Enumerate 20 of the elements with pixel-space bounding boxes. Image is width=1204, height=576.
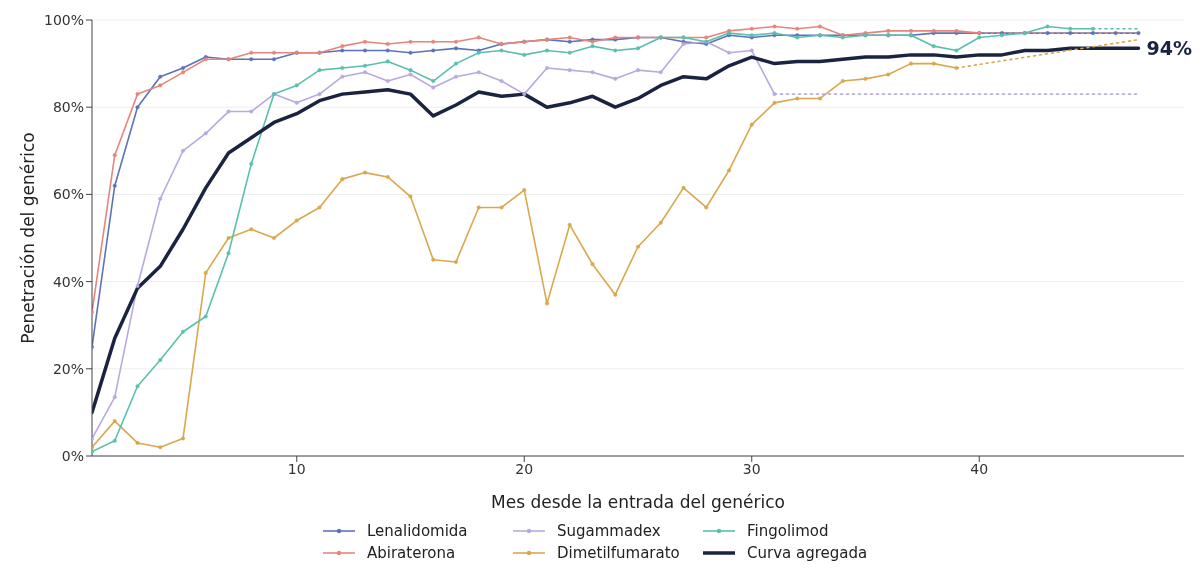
y-tick-label: 60%	[52, 186, 84, 203]
legend-label: Curva agregada	[747, 544, 868, 562]
y-axis-title: Penetración del genérico	[18, 132, 39, 344]
legend-label: Abiraterona	[367, 544, 456, 562]
y-tick-label: 0%	[61, 447, 84, 464]
x-tick-label: 30	[742, 460, 761, 477]
x-tick-label: 20	[515, 460, 534, 477]
legend-label: Dimetilfumarato	[557, 544, 680, 562]
y-tick-label: 20%	[52, 360, 84, 377]
x-tick-label: 40	[970, 460, 989, 477]
legend-label: Lenalidomida	[367, 522, 468, 540]
y-tick-label: 40%	[52, 273, 84, 290]
y-tick-label: 80%	[52, 99, 84, 116]
x-tick-label: 10	[287, 460, 306, 477]
x-axis-title: Mes desde la entrada del genérico	[491, 492, 785, 512]
legend-label: Sugammadex	[557, 522, 661, 540]
y-tick-label: 100%	[43, 11, 84, 28]
legend-label: Fingolimod	[747, 522, 829, 540]
annotation: 94%	[1146, 37, 1192, 60]
line-series	[92, 46, 1141, 415]
